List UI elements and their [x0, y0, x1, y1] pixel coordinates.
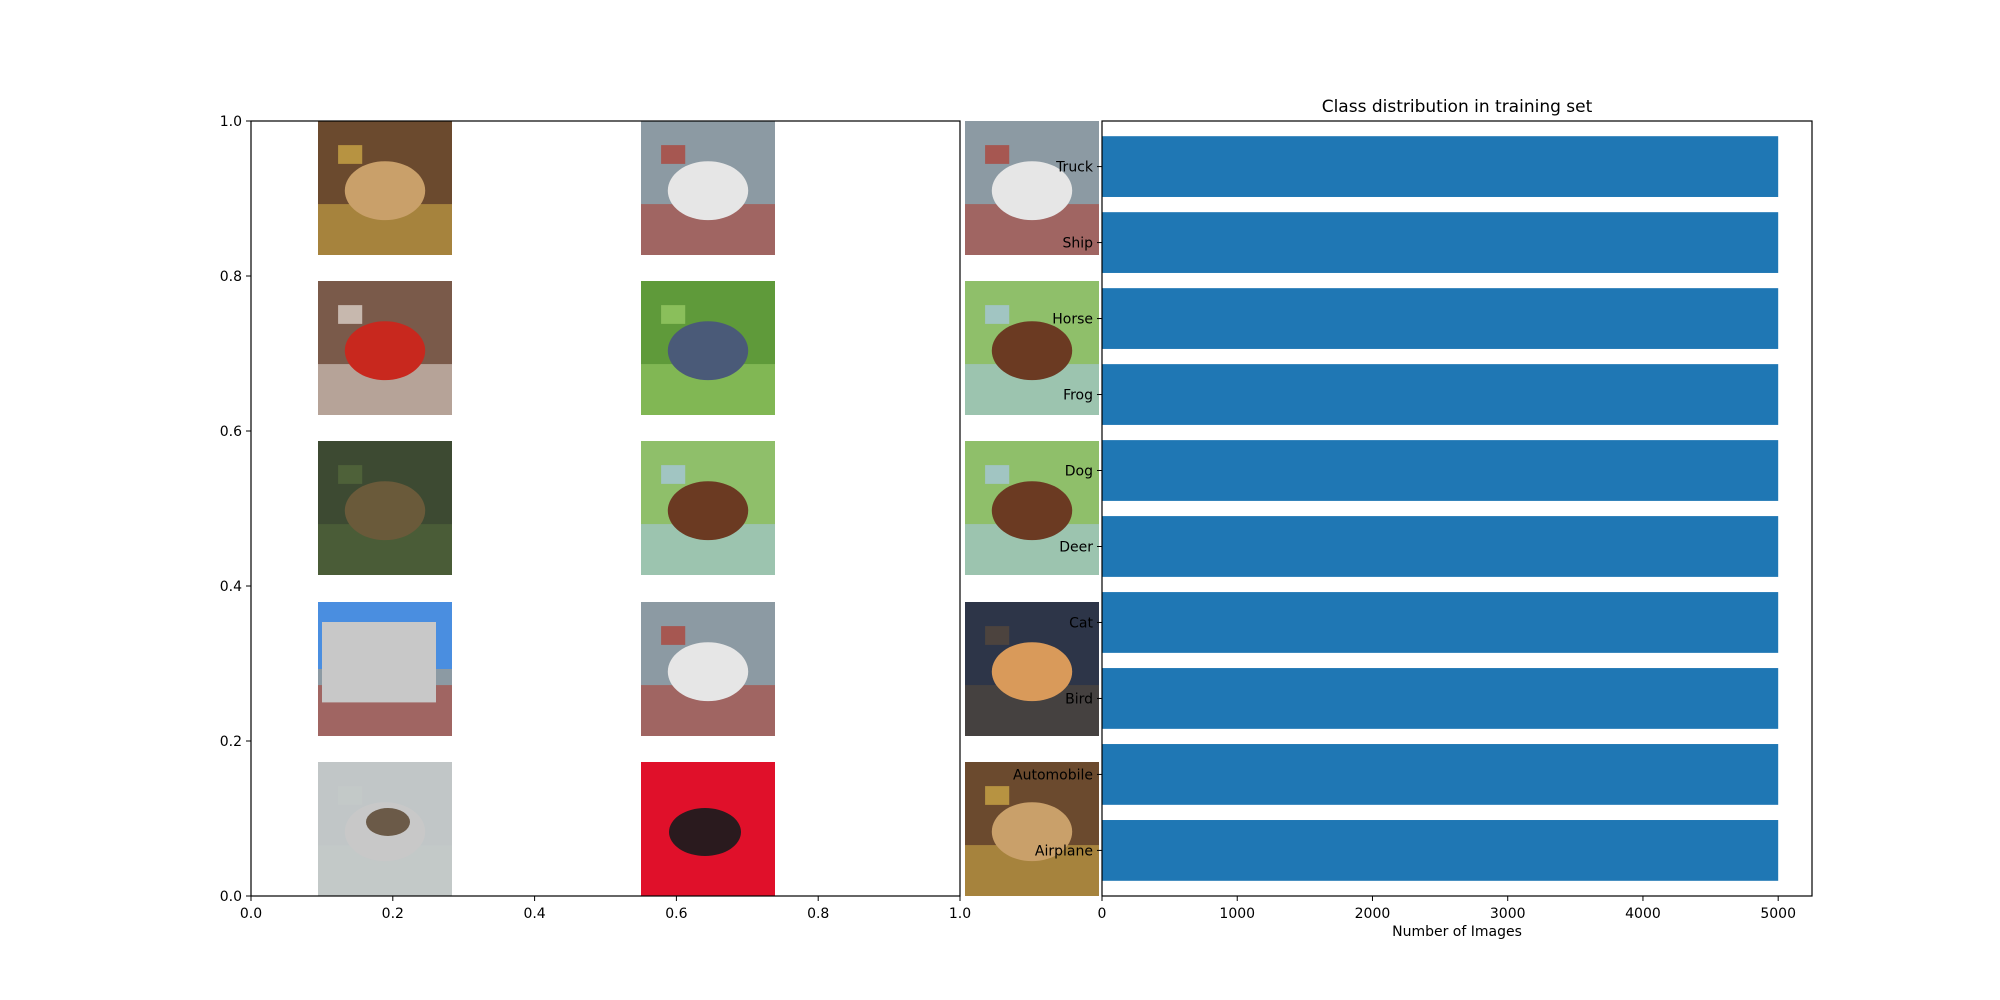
x-tick-label: 0.0	[240, 906, 262, 922]
y-tick-label: 0.6	[220, 424, 242, 440]
category-label: Bird	[1065, 691, 1093, 707]
x-tick-label: 2000	[1355, 906, 1391, 922]
x-tick-label: 5000	[1760, 906, 1796, 922]
category-label: Horse	[1052, 312, 1093, 328]
deer-icon	[318, 441, 452, 575]
y-tick-label: 0.8	[220, 269, 242, 285]
horse-icon	[641, 441, 775, 575]
category-label: Truck	[1055, 160, 1094, 176]
sky-background	[318, 602, 452, 703]
bar-frog	[1102, 364, 1779, 425]
x-tick-label: 4000	[1625, 906, 1661, 922]
x-tick-label: 0.2	[382, 906, 404, 922]
bar-horse	[1102, 288, 1779, 349]
category-label: Frog	[1063, 388, 1093, 404]
truck-icon	[641, 121, 775, 255]
category-label: Airplane	[1035, 843, 1093, 859]
category-label: Cat	[1069, 615, 1093, 631]
category-label: Ship	[1062, 236, 1093, 252]
bar-ship	[1102, 212, 1779, 273]
bar-truck	[1102, 136, 1779, 197]
image-grid-frame	[250, 120, 961, 897]
bar-chart-frame	[1101, 120, 1813, 897]
frog-icon	[318, 121, 452, 255]
category-label: Dog	[1065, 464, 1093, 480]
image-grid-cells	[318, 121, 1099, 896]
x-tick-label: 0.8	[807, 906, 829, 922]
x-tick-label: 1.0	[949, 906, 971, 922]
cat-icon	[965, 602, 1099, 736]
bar-bird	[1102, 668, 1779, 729]
category-label: Deer	[1059, 539, 1093, 555]
y-tick-label: 0.2	[220, 734, 242, 750]
y-tick-label: 0.4	[220, 579, 242, 595]
category-label: Automobile	[1013, 767, 1093, 783]
bar-cat	[1102, 592, 1779, 653]
bar-automobile	[1102, 744, 1779, 805]
bar-series	[1102, 136, 1779, 881]
snow-background	[318, 762, 452, 896]
image-grid-y-ticks: 0.0 0.2 0.4 0.6 0.8 1.0	[220, 114, 251, 905]
bar-airplane	[1102, 820, 1779, 881]
truck-icon	[641, 602, 775, 736]
bar-deer	[1102, 516, 1779, 577]
red-background	[641, 762, 775, 896]
bird-icon	[641, 281, 775, 415]
y-tick-label: 1.0	[220, 114, 242, 130]
bar-chart-axes: Class distribution in training set 0 1000…	[1013, 97, 1813, 940]
x-tick-label: 1000	[1219, 906, 1255, 922]
bar-chart-x-axis-label: Number of Images	[1392, 924, 1522, 940]
bar-chart-title: Class distribution in training set	[1322, 97, 1593, 117]
horse-icon	[965, 441, 1099, 575]
y-tick-label: 0.0	[220, 889, 242, 905]
bar-chart-x-ticks: 0 1000 2000 3000 4000 5000	[1098, 896, 1796, 922]
image-grid-axes: 0.0 0.2 0.4 0.6 0.8 1.0 0.0 0.2 0.4 0.6 0.8 1.0	[220, 114, 1099, 922]
x-tick-label: 3000	[1490, 906, 1526, 922]
bar-dog	[1102, 440, 1779, 501]
bar-chart-category-ticks: Airplane Automobile Bird Cat Deer Dog Frog Hors…	[1013, 160, 1102, 859]
horse-icon	[965, 281, 1099, 415]
x-tick-label: 0	[1098, 906, 1107, 922]
frog-icon	[965, 762, 1099, 896]
image-grid-x-ticks: 0.0 0.2 0.4 0.6 0.8 1.0	[240, 896, 971, 922]
automobile-icon	[318, 281, 452, 415]
truck-icon	[965, 121, 1099, 255]
x-tick-label: 0.6	[665, 906, 687, 922]
x-tick-label: 0.4	[523, 906, 545, 922]
